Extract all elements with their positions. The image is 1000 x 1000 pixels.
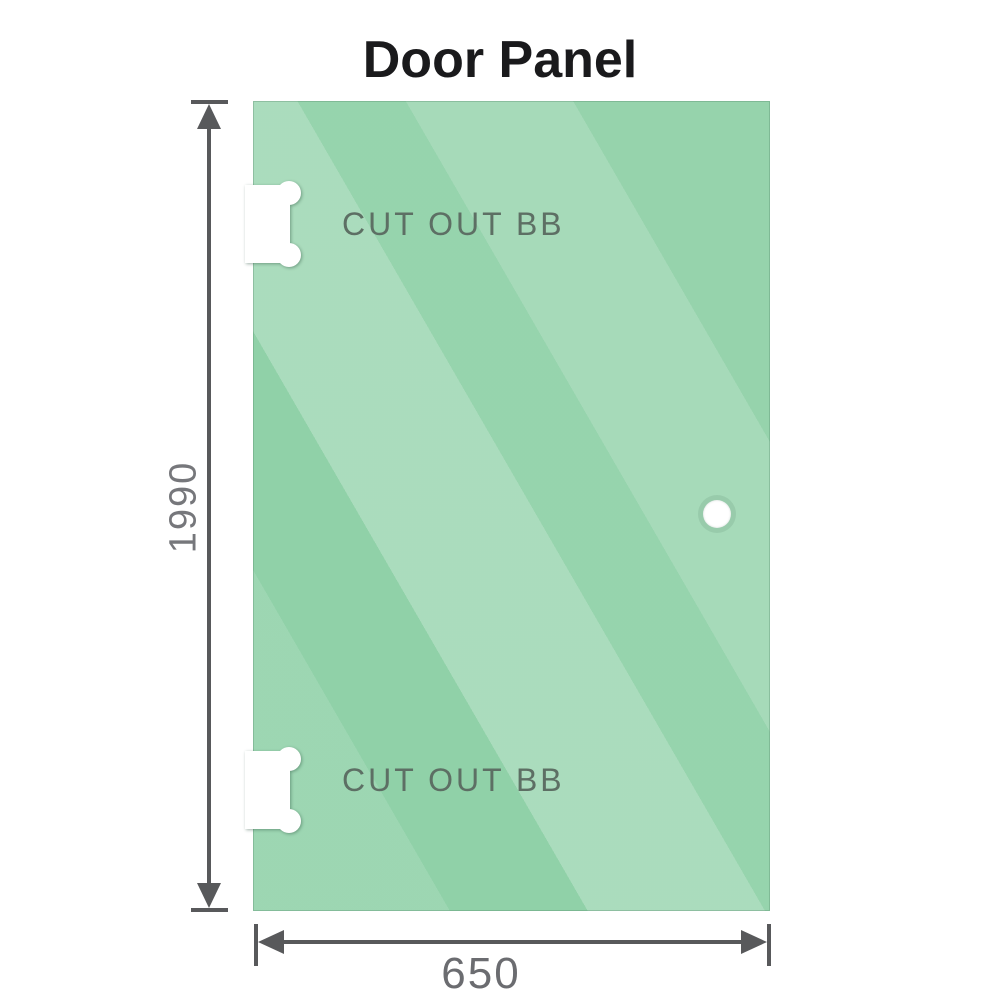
- page-title: Door Panel: [362, 31, 638, 89]
- height-dimension-label: 1990: [162, 460, 205, 554]
- cutout-label-top: CUT OUT BB: [342, 206, 565, 242]
- width-dimension-label: 650: [441, 949, 521, 998]
- handle-hole: [703, 500, 731, 528]
- hinge-cutout-top: [245, 181, 301, 267]
- hinge-cutout-bottom: [245, 747, 301, 833]
- glass-panel: [253, 101, 770, 911]
- cutout-label-bottom: CUT OUT BB: [342, 762, 565, 798]
